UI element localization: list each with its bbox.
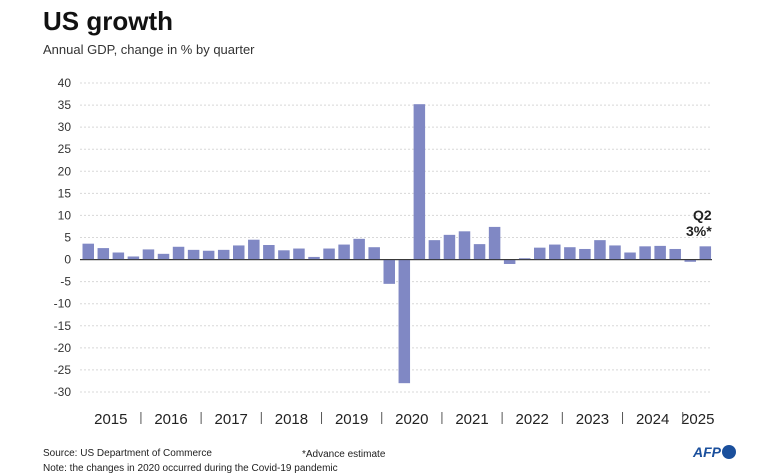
bar (353, 238, 365, 260)
bar (488, 226, 501, 260)
x-year-label: 2020 (395, 411, 428, 428)
bar (549, 244, 561, 260)
bar (534, 247, 546, 260)
x-year-label: 2025 (681, 411, 714, 428)
bar (233, 245, 245, 260)
y-tick-label: -10 (54, 297, 72, 311)
y-tick-label: 25 (58, 142, 72, 156)
afp-logo-text: AFP (693, 444, 721, 460)
source-note: Source: US Department of Commerce (43, 448, 212, 459)
bar (278, 250, 290, 260)
pandemic-note: Note: the changes in 2020 occurred durin… (43, 463, 338, 474)
y-tick-label: 5 (64, 231, 71, 245)
y-axis-ticks: 40 35 30 25 20 15 10 5 0 -5 -10 -15 -20 -25 -30 (54, 76, 72, 399)
bar (609, 245, 621, 260)
annotation-value: 3%* (686, 223, 712, 239)
bar (413, 104, 426, 260)
bar (654, 245, 666, 260)
bar (263, 245, 275, 260)
y-tick-label: -20 (54, 341, 72, 355)
bar (112, 252, 125, 260)
x-year-label: 2022 (516, 411, 549, 428)
x-year-label: 2018 (275, 411, 308, 428)
x-year-label: 2015 (94, 411, 127, 428)
x-year-label: 2021 (455, 411, 488, 428)
advance-estimate-note: *Advance estimate (302, 449, 386, 460)
bar (368, 247, 380, 260)
chart-title: US growth (43, 6, 173, 36)
bars (80, 104, 712, 384)
bar (594, 240, 606, 260)
bar (127, 256, 140, 260)
bar (458, 231, 471, 260)
y-tick-label: -30 (54, 385, 72, 399)
bar (639, 246, 651, 260)
bar (308, 256, 320, 260)
bar (564, 247, 576, 260)
y-tick-label: 30 (58, 120, 72, 134)
bar (383, 259, 395, 284)
bar (398, 259, 411, 384)
bar (473, 244, 486, 260)
bar (217, 249, 230, 260)
y-tick-label: 10 (58, 208, 72, 222)
grid-lines (80, 82, 712, 393)
bar (97, 248, 110, 260)
afp-logo-dot (722, 445, 736, 459)
y-tick-label: -5 (60, 275, 71, 289)
y-tick-label: 20 (58, 164, 72, 178)
bar (248, 239, 260, 260)
y-tick-label: 0 (64, 253, 71, 267)
bar (503, 259, 516, 264)
y-tick-label: 35 (58, 98, 72, 112)
x-year-label: 2023 (576, 411, 609, 428)
y-tick-label: -15 (54, 319, 72, 333)
chart-subtitle: Annual GDP, change in % by quarter (43, 42, 255, 57)
bar (82, 243, 94, 260)
y-tick-label: -25 (54, 363, 72, 377)
bar (142, 249, 155, 260)
bar (202, 250, 215, 260)
x-year-label: 2024 (636, 411, 669, 428)
y-tick-label: 15 (58, 186, 72, 200)
bar (293, 248, 305, 260)
x-year-label: 2017 (215, 411, 248, 428)
bar (187, 249, 200, 260)
bar (699, 246, 712, 260)
bar (172, 246, 185, 260)
bar (428, 240, 441, 260)
x-year-label: 2019 (335, 411, 368, 428)
bar (338, 244, 350, 260)
bar (443, 234, 456, 260)
bar (518, 258, 531, 260)
x-year-label: 2016 (154, 411, 187, 428)
bar (669, 248, 681, 260)
bar (157, 253, 170, 260)
bar (624, 252, 636, 260)
bar (579, 248, 591, 260)
y-tick-label: 40 (58, 76, 72, 90)
x-axis: 2015 2016 2017 2018 2019 2020 2021 2022 2023 2024… (94, 411, 714, 428)
bar (684, 259, 696, 262)
afp-logo: AFP (693, 444, 736, 460)
annotation-quarter: Q2 (693, 207, 712, 223)
bar (323, 248, 335, 260)
